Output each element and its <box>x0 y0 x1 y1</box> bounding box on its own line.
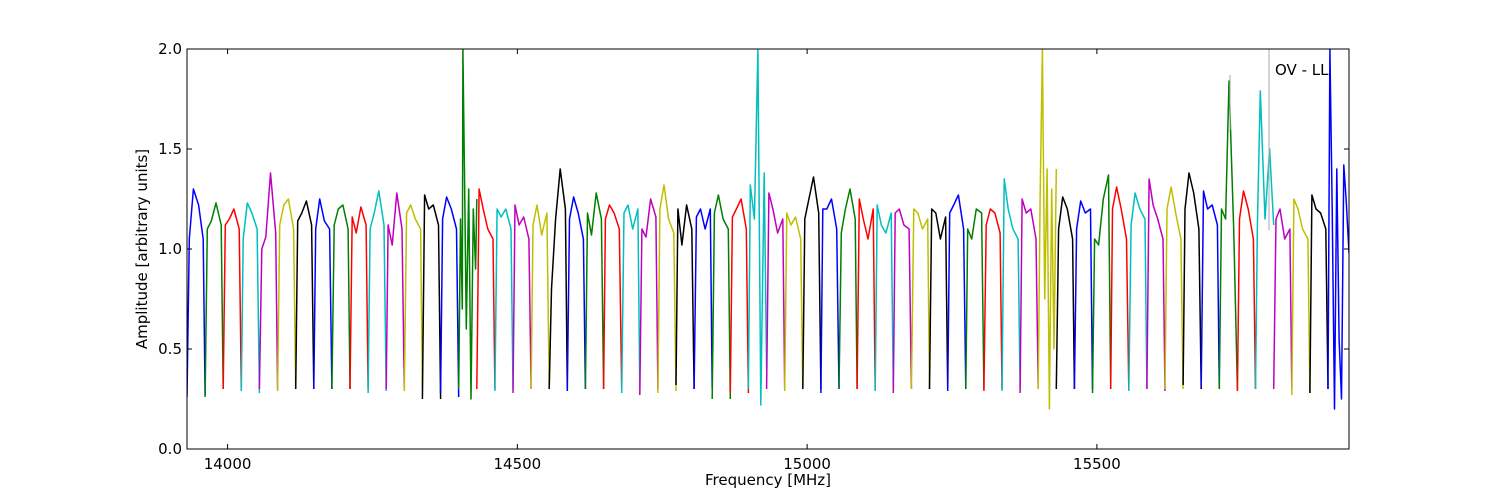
series-line <box>512 204 532 394</box>
series-line <box>1001 178 1021 392</box>
annotation-label: OV - LL <box>1275 61 1329 79</box>
series-line <box>222 208 243 390</box>
series-line <box>1037 49 1058 410</box>
series-line <box>657 184 677 394</box>
series-line <box>584 192 605 390</box>
series-line <box>1327 49 1349 410</box>
series-line <box>331 204 351 390</box>
series-line <box>693 208 713 390</box>
series-line <box>1272 208 1293 390</box>
series-line <box>1164 186 1184 390</box>
x-tick-label: 15000 <box>783 455 831 473</box>
series-line <box>530 204 550 390</box>
series-line <box>1109 186 1130 390</box>
series-line <box>1254 90 1275 390</box>
y-tick-label: 2.0 <box>158 40 182 58</box>
series-line <box>403 204 424 392</box>
series-line <box>802 176 822 390</box>
x-tick-label: 14500 <box>493 455 541 473</box>
series-line <box>385 192 406 390</box>
y-tick-label: 0.0 <box>158 440 182 458</box>
series-line <box>566 196 587 392</box>
series-line <box>367 190 387 394</box>
series-line <box>1055 196 1076 390</box>
series-line <box>620 204 641 394</box>
x-tick-label: 15500 <box>1073 455 1121 473</box>
y-tick-label: 0.5 <box>158 340 182 358</box>
series-line <box>240 202 261 394</box>
series-layer <box>187 49 1349 410</box>
series-line <box>1128 192 1148 392</box>
series-line <box>856 198 876 392</box>
series-line <box>729 198 750 394</box>
series-line <box>910 208 931 390</box>
series-line <box>457 49 478 400</box>
series-line <box>946 194 967 392</box>
y-axis-ticks: 0.0 0.5 1.0 1.5 2.0 <box>158 40 1349 458</box>
series-line <box>204 202 224 398</box>
series-line <box>439 196 460 398</box>
series-line <box>1091 174 1112 394</box>
series-line <box>187 188 206 398</box>
series-line <box>349 206 369 390</box>
series-line <box>421 194 442 400</box>
series-line <box>1182 172 1202 390</box>
series-line <box>765 192 786 390</box>
series-line <box>548 168 569 390</box>
series-line <box>294 200 315 390</box>
series-line <box>820 198 840 394</box>
x-axis-label: Frequency [MHz] <box>705 471 831 489</box>
series-line <box>276 198 297 392</box>
y-axis-label: Amplitude [arbitrary units] <box>133 149 151 349</box>
y-tick-label: 1.5 <box>158 140 182 158</box>
series-line <box>1218 80 1239 390</box>
series-line <box>1146 178 1166 392</box>
annotation-lines <box>1229 49 1270 230</box>
series-line <box>476 188 496 390</box>
series-line <box>892 208 913 394</box>
series-line <box>1309 194 1329 394</box>
series-line <box>1019 198 1039 394</box>
series-line <box>639 198 659 396</box>
y-tick-label: 1.0 <box>158 240 182 258</box>
series-line <box>494 208 514 392</box>
series-line <box>1200 190 1221 390</box>
series-line <box>1073 200 1094 390</box>
series-line <box>747 49 768 406</box>
series-line <box>928 208 949 390</box>
series-line <box>1291 198 1311 396</box>
x-tick-label: 14000 <box>204 455 252 473</box>
series-line <box>675 204 695 390</box>
series-line <box>1236 190 1257 392</box>
x-axis-ticks: 14000 14500 15000 15500 <box>204 49 1121 473</box>
series-line <box>258 172 279 390</box>
series-line <box>965 208 985 390</box>
series-line <box>313 198 333 390</box>
series-line <box>602 204 623 390</box>
series-line <box>711 194 732 400</box>
series-line <box>983 208 1003 392</box>
series-line <box>838 188 858 390</box>
series-line <box>783 212 804 392</box>
series-line <box>874 204 895 392</box>
